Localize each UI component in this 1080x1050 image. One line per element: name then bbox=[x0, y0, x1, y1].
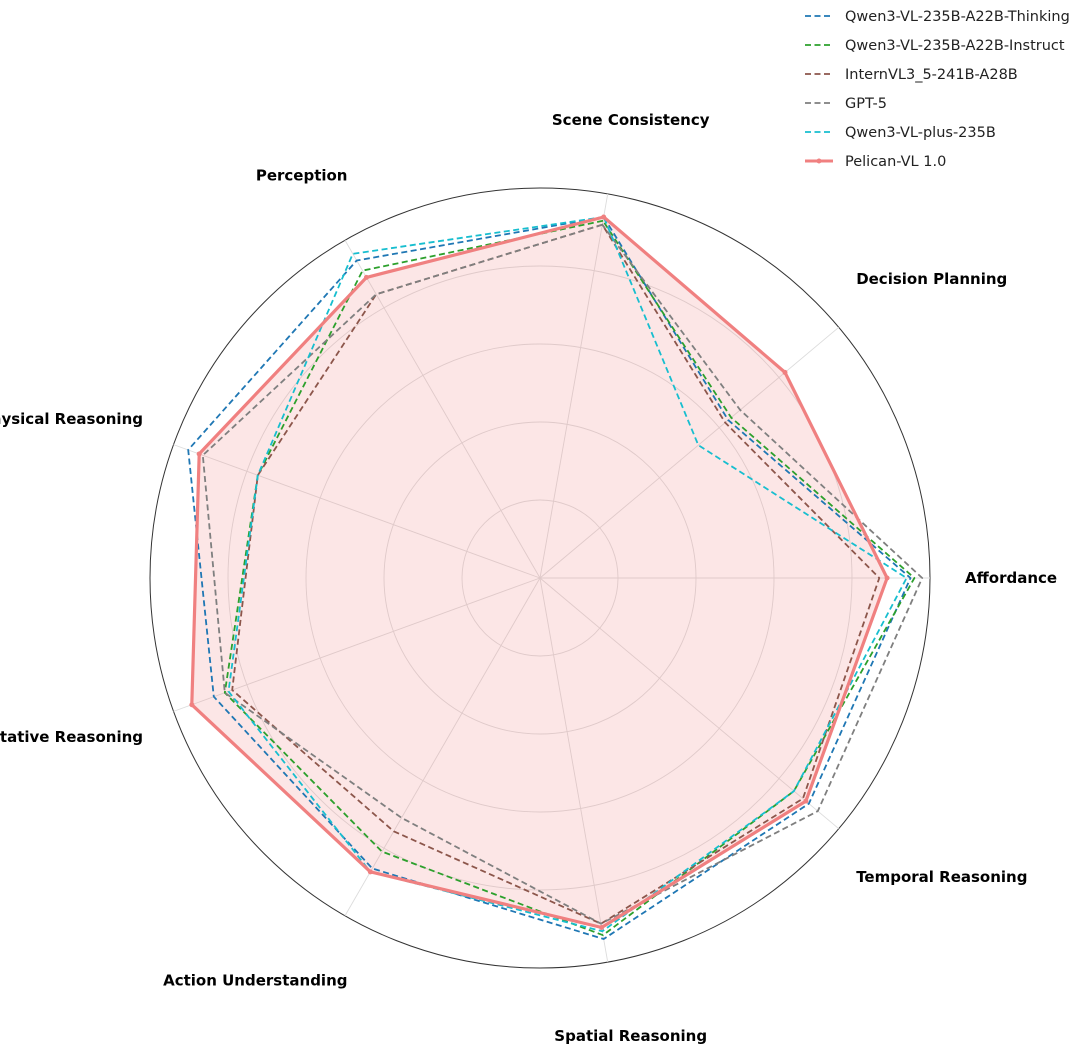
series-point bbox=[367, 869, 373, 875]
series-line-0 bbox=[187, 216, 912, 940]
legend-label: InternVL3_5-241B-A28B bbox=[845, 67, 1018, 83]
grid-spoke bbox=[344, 240, 541, 579]
series-line-1 bbox=[223, 219, 916, 937]
axis-label: Action Understanding bbox=[163, 972, 347, 990]
grid-spoke bbox=[344, 577, 541, 916]
grid-spoke bbox=[539, 577, 840, 830]
series-fill-pelican bbox=[191, 217, 888, 928]
radar-series-group bbox=[187, 214, 924, 940]
axis-label: Decision Planning bbox=[856, 270, 1007, 288]
legend: Qwen3-VL-235B-A22B-Thinking Qwen3-VL-235B… bbox=[805, 9, 1070, 170]
legend-label: GPT-5 bbox=[845, 96, 887, 112]
axis-label: Affordance bbox=[965, 569, 1057, 587]
series-point bbox=[803, 798, 809, 804]
axis-label: Temporal Reasoning bbox=[856, 868, 1027, 886]
series-point bbox=[601, 214, 607, 220]
axis-label: Quantitative Reasoning bbox=[0, 728, 143, 746]
legend-marker bbox=[816, 158, 822, 164]
grid-spoke bbox=[539, 193, 609, 579]
series-point bbox=[363, 274, 369, 280]
series-point bbox=[599, 925, 605, 931]
axis-label: Scene Consistency bbox=[552, 111, 710, 129]
series-point bbox=[782, 369, 788, 375]
axis-label: Perception bbox=[256, 166, 348, 184]
series-line-4 bbox=[227, 216, 908, 933]
series-point bbox=[189, 702, 195, 708]
legend-label: Qwen3-VL-plus-235B bbox=[845, 125, 996, 141]
axis-label: Spatial Reasoning bbox=[554, 1027, 707, 1045]
grid-spoke bbox=[539, 577, 609, 963]
legend-label: Qwen3-VL-235B-A22B-Thinking bbox=[845, 9, 1070, 25]
legend-label: Qwen3-VL-235B-A22B-Instruct bbox=[845, 38, 1065, 54]
axis-labels: Scene Consistency Perception Physical Reas… bbox=[0, 111, 1057, 1045]
grid-spoke bbox=[173, 577, 541, 712]
series-point bbox=[884, 575, 890, 581]
series-line-2 bbox=[231, 223, 881, 925]
radar-grid bbox=[149, 187, 931, 969]
grid-spoke bbox=[539, 326, 840, 579]
grid-spoke bbox=[173, 444, 541, 579]
series-line-3 bbox=[201, 223, 924, 925]
series-line-5 bbox=[190, 215, 889, 930]
legend-label: Pelican-VL 1.0 bbox=[845, 154, 946, 170]
axis-label: Physical Reasoning bbox=[0, 410, 143, 428]
series-point bbox=[196, 451, 202, 457]
